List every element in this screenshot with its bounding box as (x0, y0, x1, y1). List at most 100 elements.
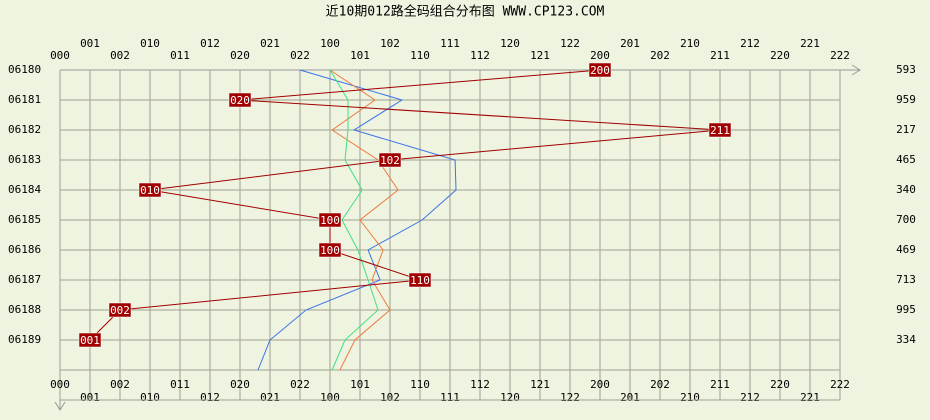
column-label: 102 (380, 37, 400, 50)
trend-line (257, 69, 457, 371)
column-label: 022 (290, 378, 310, 391)
column-label: 201 (620, 391, 640, 404)
row-label: 06183 (8, 153, 41, 166)
column-label: 002 (110, 378, 130, 391)
column-label: 001 (80, 37, 100, 50)
pick-box (228, 92, 252, 108)
row-label: 06184 (8, 183, 41, 196)
pick-label: 110 (410, 274, 430, 287)
column-label: 021 (260, 391, 280, 404)
row-total: 593 (896, 63, 916, 76)
column-label: 211 (710, 378, 730, 391)
column-label: 111 (440, 37, 460, 50)
pick-line (89, 69, 721, 341)
row-label: 06189 (8, 333, 41, 346)
column-label: 000 (50, 378, 70, 391)
column-label: 101 (350, 49, 370, 62)
column-label: 011 (170, 378, 190, 391)
column-label: 120 (500, 37, 520, 50)
column-label: 012 (200, 37, 220, 50)
pick-label: 211 (710, 124, 730, 137)
column-label: 101 (350, 378, 370, 391)
row-total: 959 (896, 93, 916, 106)
column-label: 021 (260, 37, 280, 50)
pick-label: 200 (590, 64, 610, 77)
column-label: 212 (740, 37, 760, 50)
column-label: 221 (800, 391, 820, 404)
column-label: 222 (830, 378, 850, 391)
row-label: 06180 (8, 63, 41, 76)
column-label: 200 (590, 378, 610, 391)
row-total: 465 (896, 153, 916, 166)
column-label: 121 (530, 49, 550, 62)
column-label: 000 (50, 49, 70, 62)
pick-box (108, 302, 132, 318)
column-label: 122 (560, 37, 580, 50)
column-label: 222 (830, 49, 850, 62)
row-label: 06187 (8, 273, 41, 286)
row-total: 217 (896, 123, 916, 136)
trend-line (329, 69, 399, 371)
column-label: 110 (410, 49, 430, 62)
column-label: 212 (740, 391, 760, 404)
pick-box (318, 212, 342, 228)
pick-label: 100 (320, 244, 340, 257)
pick-label: 002 (110, 304, 130, 317)
column-label: 220 (770, 378, 790, 391)
row-label: 06185 (8, 213, 41, 226)
column-label: 111 (440, 391, 460, 404)
pick-label: 102 (380, 154, 400, 167)
row-label: 06186 (8, 243, 41, 256)
trend-line (329, 69, 379, 371)
column-label: 211 (710, 49, 730, 62)
column-label: 121 (530, 378, 550, 391)
row-label: 06188 (8, 303, 41, 316)
column-label: 122 (560, 391, 580, 404)
pick-box (408, 272, 432, 288)
row-total: 713 (896, 273, 916, 286)
column-label: 201 (620, 37, 640, 50)
pick-box (708, 122, 732, 138)
pick-box (588, 62, 612, 78)
axis-arrow (54, 401, 66, 411)
column-label: 001 (80, 391, 100, 404)
pick-box (138, 182, 162, 198)
pick-label: 100 (320, 214, 340, 227)
column-label: 010 (140, 37, 160, 50)
pick-box (378, 152, 402, 168)
column-label: 100 (320, 391, 340, 404)
column-label: 020 (230, 378, 250, 391)
column-label: 202 (650, 378, 670, 391)
column-label: 010 (140, 391, 160, 404)
pick-label: 010 (140, 184, 160, 197)
column-label: 011 (170, 49, 190, 62)
column-label: 220 (770, 49, 790, 62)
column-label: 110 (410, 378, 430, 391)
row-total: 700 (896, 213, 916, 226)
row-total: 334 (896, 333, 916, 346)
column-label: 200 (590, 49, 610, 62)
row-total: 469 (896, 243, 916, 256)
column-label: 221 (800, 37, 820, 50)
pick-box (318, 242, 342, 258)
column-label: 022 (290, 49, 310, 62)
column-label: 102 (380, 391, 400, 404)
pick-box (78, 332, 102, 348)
row-total: 995 (896, 303, 916, 316)
column-label: 112 (470, 49, 490, 62)
column-label: 120 (500, 391, 520, 404)
pick-label: 020 (230, 94, 250, 107)
column-label: 100 (320, 37, 340, 50)
row-label: 06181 (8, 93, 41, 106)
chart-title: 近10期012路全码组合分布图 WWW.CP123.COM (326, 4, 605, 20)
column-label: 002 (110, 49, 130, 62)
column-label: 112 (470, 378, 490, 391)
row-label: 06182 (8, 123, 41, 136)
row-total: 340 (896, 183, 916, 196)
column-label: 012 (200, 391, 220, 404)
pick-label: 001 (80, 334, 100, 347)
column-label: 202 (650, 49, 670, 62)
axis-arrow (851, 64, 861, 76)
